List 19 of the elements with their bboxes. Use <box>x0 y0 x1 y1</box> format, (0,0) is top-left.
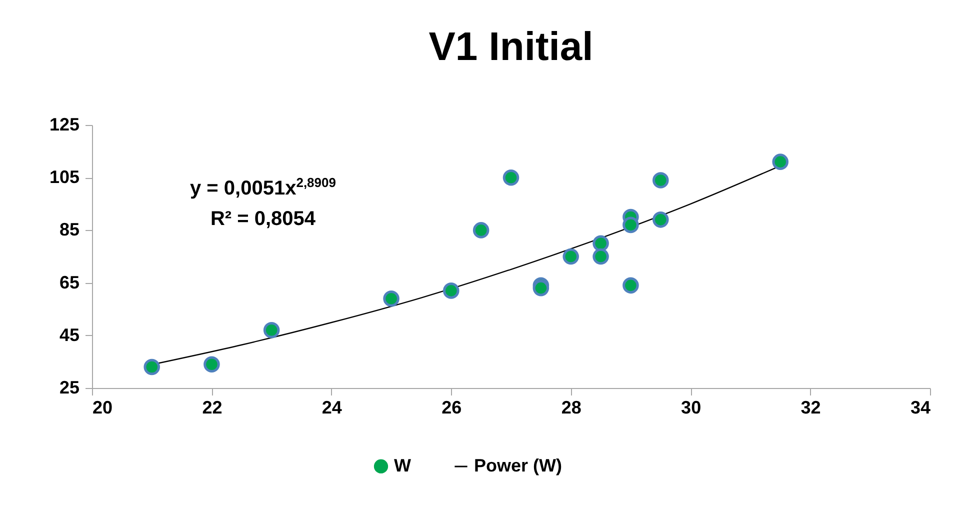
y-tick-label: 25 <box>59 378 80 398</box>
x-tick-label: 20 <box>92 398 113 418</box>
y-tick-label: 65 <box>59 272 80 292</box>
annotation: R² = 0,8054 <box>209 206 317 232</box>
y-tick-label: 45 <box>59 324 80 345</box>
legend-label: Power (W) <box>474 456 562 476</box>
x-tick-label: 34 <box>910 398 930 418</box>
x-tick-label: 24 <box>322 398 342 418</box>
x-tick-label: 30 <box>681 398 702 418</box>
legend-label: W <box>394 455 411 476</box>
y-tick-label: 85 <box>59 220 80 240</box>
x-tick-label: 28 <box>561 398 582 418</box>
x-tick-label: 32 <box>800 398 821 418</box>
annotation: y = 0,0051x$^{2,8909}$ <box>190 174 336 202</box>
x-tick-label: 26 <box>442 398 462 418</box>
chart-title: V1 Initial <box>428 25 594 69</box>
x-tick-label: 22 <box>202 398 222 418</box>
y-tick-label: 125 <box>49 114 80 134</box>
y-tick-label: 105 <box>49 167 80 188</box>
